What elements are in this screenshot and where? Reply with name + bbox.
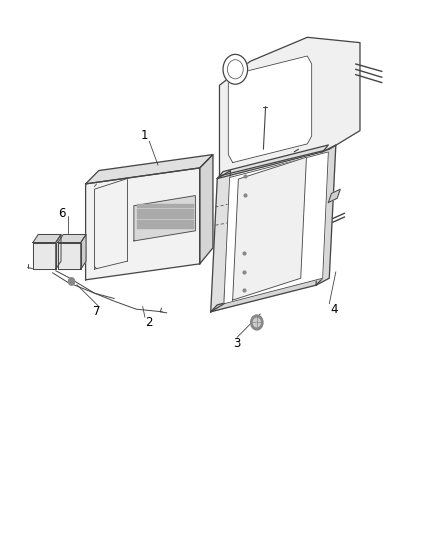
- Polygon shape: [217, 145, 328, 179]
- Polygon shape: [210, 278, 322, 312]
- Polygon shape: [210, 171, 230, 312]
- Polygon shape: [219, 37, 359, 176]
- Polygon shape: [137, 214, 193, 218]
- Polygon shape: [315, 145, 335, 285]
- Text: 6: 6: [57, 207, 65, 220]
- Polygon shape: [199, 155, 212, 264]
- Polygon shape: [137, 204, 193, 207]
- Circle shape: [68, 278, 74, 285]
- Polygon shape: [81, 235, 86, 269]
- Polygon shape: [58, 235, 86, 243]
- Text: 1: 1: [141, 130, 148, 142]
- Text: 2: 2: [145, 316, 153, 329]
- Circle shape: [250, 315, 262, 330]
- Polygon shape: [223, 152, 328, 304]
- Polygon shape: [137, 220, 193, 223]
- Polygon shape: [232, 157, 306, 300]
- Text: 4: 4: [329, 303, 337, 316]
- Polygon shape: [58, 243, 81, 269]
- Polygon shape: [134, 196, 195, 241]
- Text: 7: 7: [92, 305, 100, 318]
- Polygon shape: [33, 243, 56, 269]
- Circle shape: [253, 318, 260, 327]
- Polygon shape: [56, 235, 61, 269]
- Polygon shape: [228, 56, 311, 163]
- Polygon shape: [33, 235, 61, 243]
- Text: 3: 3: [233, 337, 240, 350]
- Polygon shape: [328, 189, 339, 203]
- Polygon shape: [137, 209, 193, 213]
- Polygon shape: [85, 168, 199, 280]
- Polygon shape: [85, 155, 212, 184]
- Circle shape: [223, 54, 247, 84]
- Polygon shape: [137, 224, 193, 228]
